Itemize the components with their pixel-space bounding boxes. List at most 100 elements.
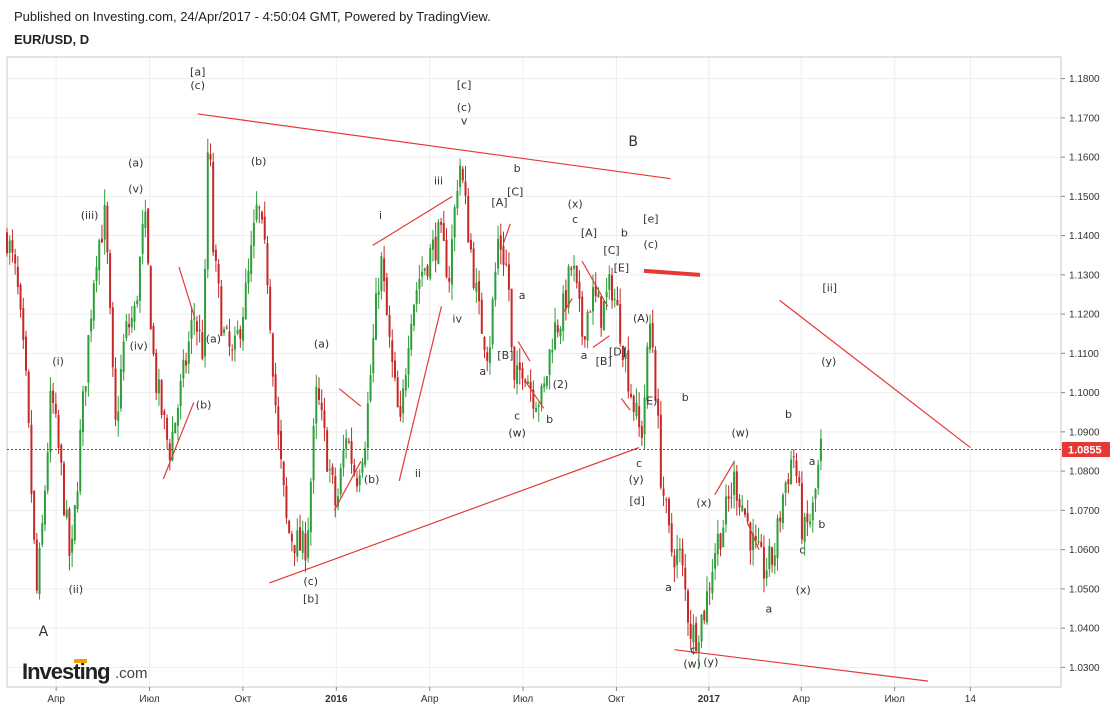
- price-tick-label: 1.1800: [1069, 74, 1100, 85]
- candle-body: [114, 368, 117, 420]
- candle-body: [659, 414, 662, 488]
- candle-body: [342, 449, 345, 468]
- wave-label: [A]: [581, 226, 597, 239]
- candle-body: [285, 485, 288, 518]
- candle-body: [290, 534, 293, 542]
- candle-body: [206, 152, 209, 270]
- candle-body: [402, 388, 405, 414]
- trend-line: [592, 335, 610, 348]
- candle-body: [738, 498, 741, 508]
- candle-body: [182, 359, 185, 379]
- time-tick-label: Апр: [47, 694, 65, 705]
- investing-logo: Investing .com: [22, 659, 148, 684]
- candle-body: [266, 243, 269, 286]
- last-price-value: 1.0855: [1068, 445, 1102, 457]
- candle-body: [613, 298, 616, 300]
- candle-body: [19, 284, 22, 310]
- wave-label: (A): [633, 312, 649, 325]
- candle-body: [556, 325, 559, 333]
- candle-body: [247, 270, 250, 284]
- price-axis: 1.0300 1.0400 1.0500 1.0600 1.0700 1.0800 1.09…: [1061, 74, 1100, 674]
- candle-body: [787, 479, 790, 485]
- candle-body: [475, 282, 478, 292]
- wave-label: (w): [508, 427, 526, 440]
- candle-body: [393, 360, 396, 378]
- candle-body: [358, 475, 361, 486]
- wave-label: a: [765, 602, 772, 615]
- wave-label: v: [461, 115, 468, 128]
- candle-body: [678, 548, 681, 551]
- candle-body: [491, 299, 494, 345]
- candle-body: [277, 406, 280, 435]
- candle-body: [214, 249, 217, 261]
- candle-body: [697, 642, 700, 653]
- candle-body: [800, 483, 803, 540]
- candle-body: [399, 405, 402, 417]
- candle-body: [768, 545, 771, 570]
- candle-body: [499, 235, 502, 250]
- candle-body: [467, 195, 470, 243]
- candle-body: [383, 258, 386, 282]
- candle-body: [33, 490, 36, 540]
- candle-body: [407, 347, 410, 375]
- trend-line: [714, 460, 735, 495]
- candle-body: [594, 285, 597, 297]
- trend-line: [517, 341, 531, 362]
- candle-body: [464, 181, 467, 196]
- price-tick-label: 1.1500: [1069, 192, 1100, 203]
- candle-body: [575, 265, 578, 284]
- candle-body: [92, 283, 95, 321]
- candle-body: [421, 271, 424, 277]
- wave-label: b: [785, 408, 792, 421]
- candle-body: [597, 293, 600, 298]
- price-tick-label: 1.0300: [1069, 663, 1100, 674]
- wave-label: (i): [52, 355, 64, 368]
- candle-body: [171, 431, 174, 461]
- candle-body: [456, 190, 459, 209]
- candle-body: [811, 502, 814, 521]
- wave-label: (y): [629, 473, 644, 486]
- candle-body: [567, 266, 570, 308]
- candle-body: [136, 300, 139, 305]
- candle-body: [784, 482, 787, 493]
- candle-body: [225, 327, 228, 329]
- trend-line: [162, 402, 195, 480]
- candle-body: [68, 508, 71, 556]
- candle-body: [545, 376, 548, 386]
- candle-body: [746, 513, 749, 522]
- candle-body: [106, 205, 109, 253]
- wave-label: b: [621, 226, 628, 239]
- candle-body: [798, 476, 801, 483]
- candle-body: [41, 522, 44, 545]
- wave-label: b: [818, 518, 825, 531]
- candle-body: [570, 268, 573, 270]
- candle-body: [315, 386, 318, 424]
- candle-body: [355, 478, 358, 487]
- candle-body: [350, 441, 353, 464]
- candle-body: [510, 288, 513, 348]
- candle-body: [282, 461, 285, 486]
- candle-body: [616, 299, 619, 306]
- trend-lines: [162, 113, 971, 682]
- candle-body: [141, 224, 144, 254]
- candle-body: [483, 337, 486, 351]
- trend-line: [269, 446, 640, 584]
- trend-line: [747, 523, 760, 550]
- candle-body: [220, 286, 223, 336]
- candle-body: [263, 216, 266, 240]
- candle-series: [6, 138, 822, 669]
- candle-body: [429, 248, 432, 279]
- trend-line: [197, 113, 671, 180]
- candle-body: [526, 381, 529, 384]
- wave-label: c: [514, 409, 520, 422]
- candle-body: [404, 375, 407, 391]
- time-tick-label: Июл: [513, 694, 533, 705]
- candle-body: [692, 624, 695, 643]
- wave-label: b: [514, 162, 521, 175]
- candle-body: [795, 460, 798, 477]
- candle-body: [369, 375, 372, 401]
- candle-body: [640, 426, 643, 438]
- wave-label: [ii]: [822, 281, 837, 294]
- candle-body: [296, 530, 299, 557]
